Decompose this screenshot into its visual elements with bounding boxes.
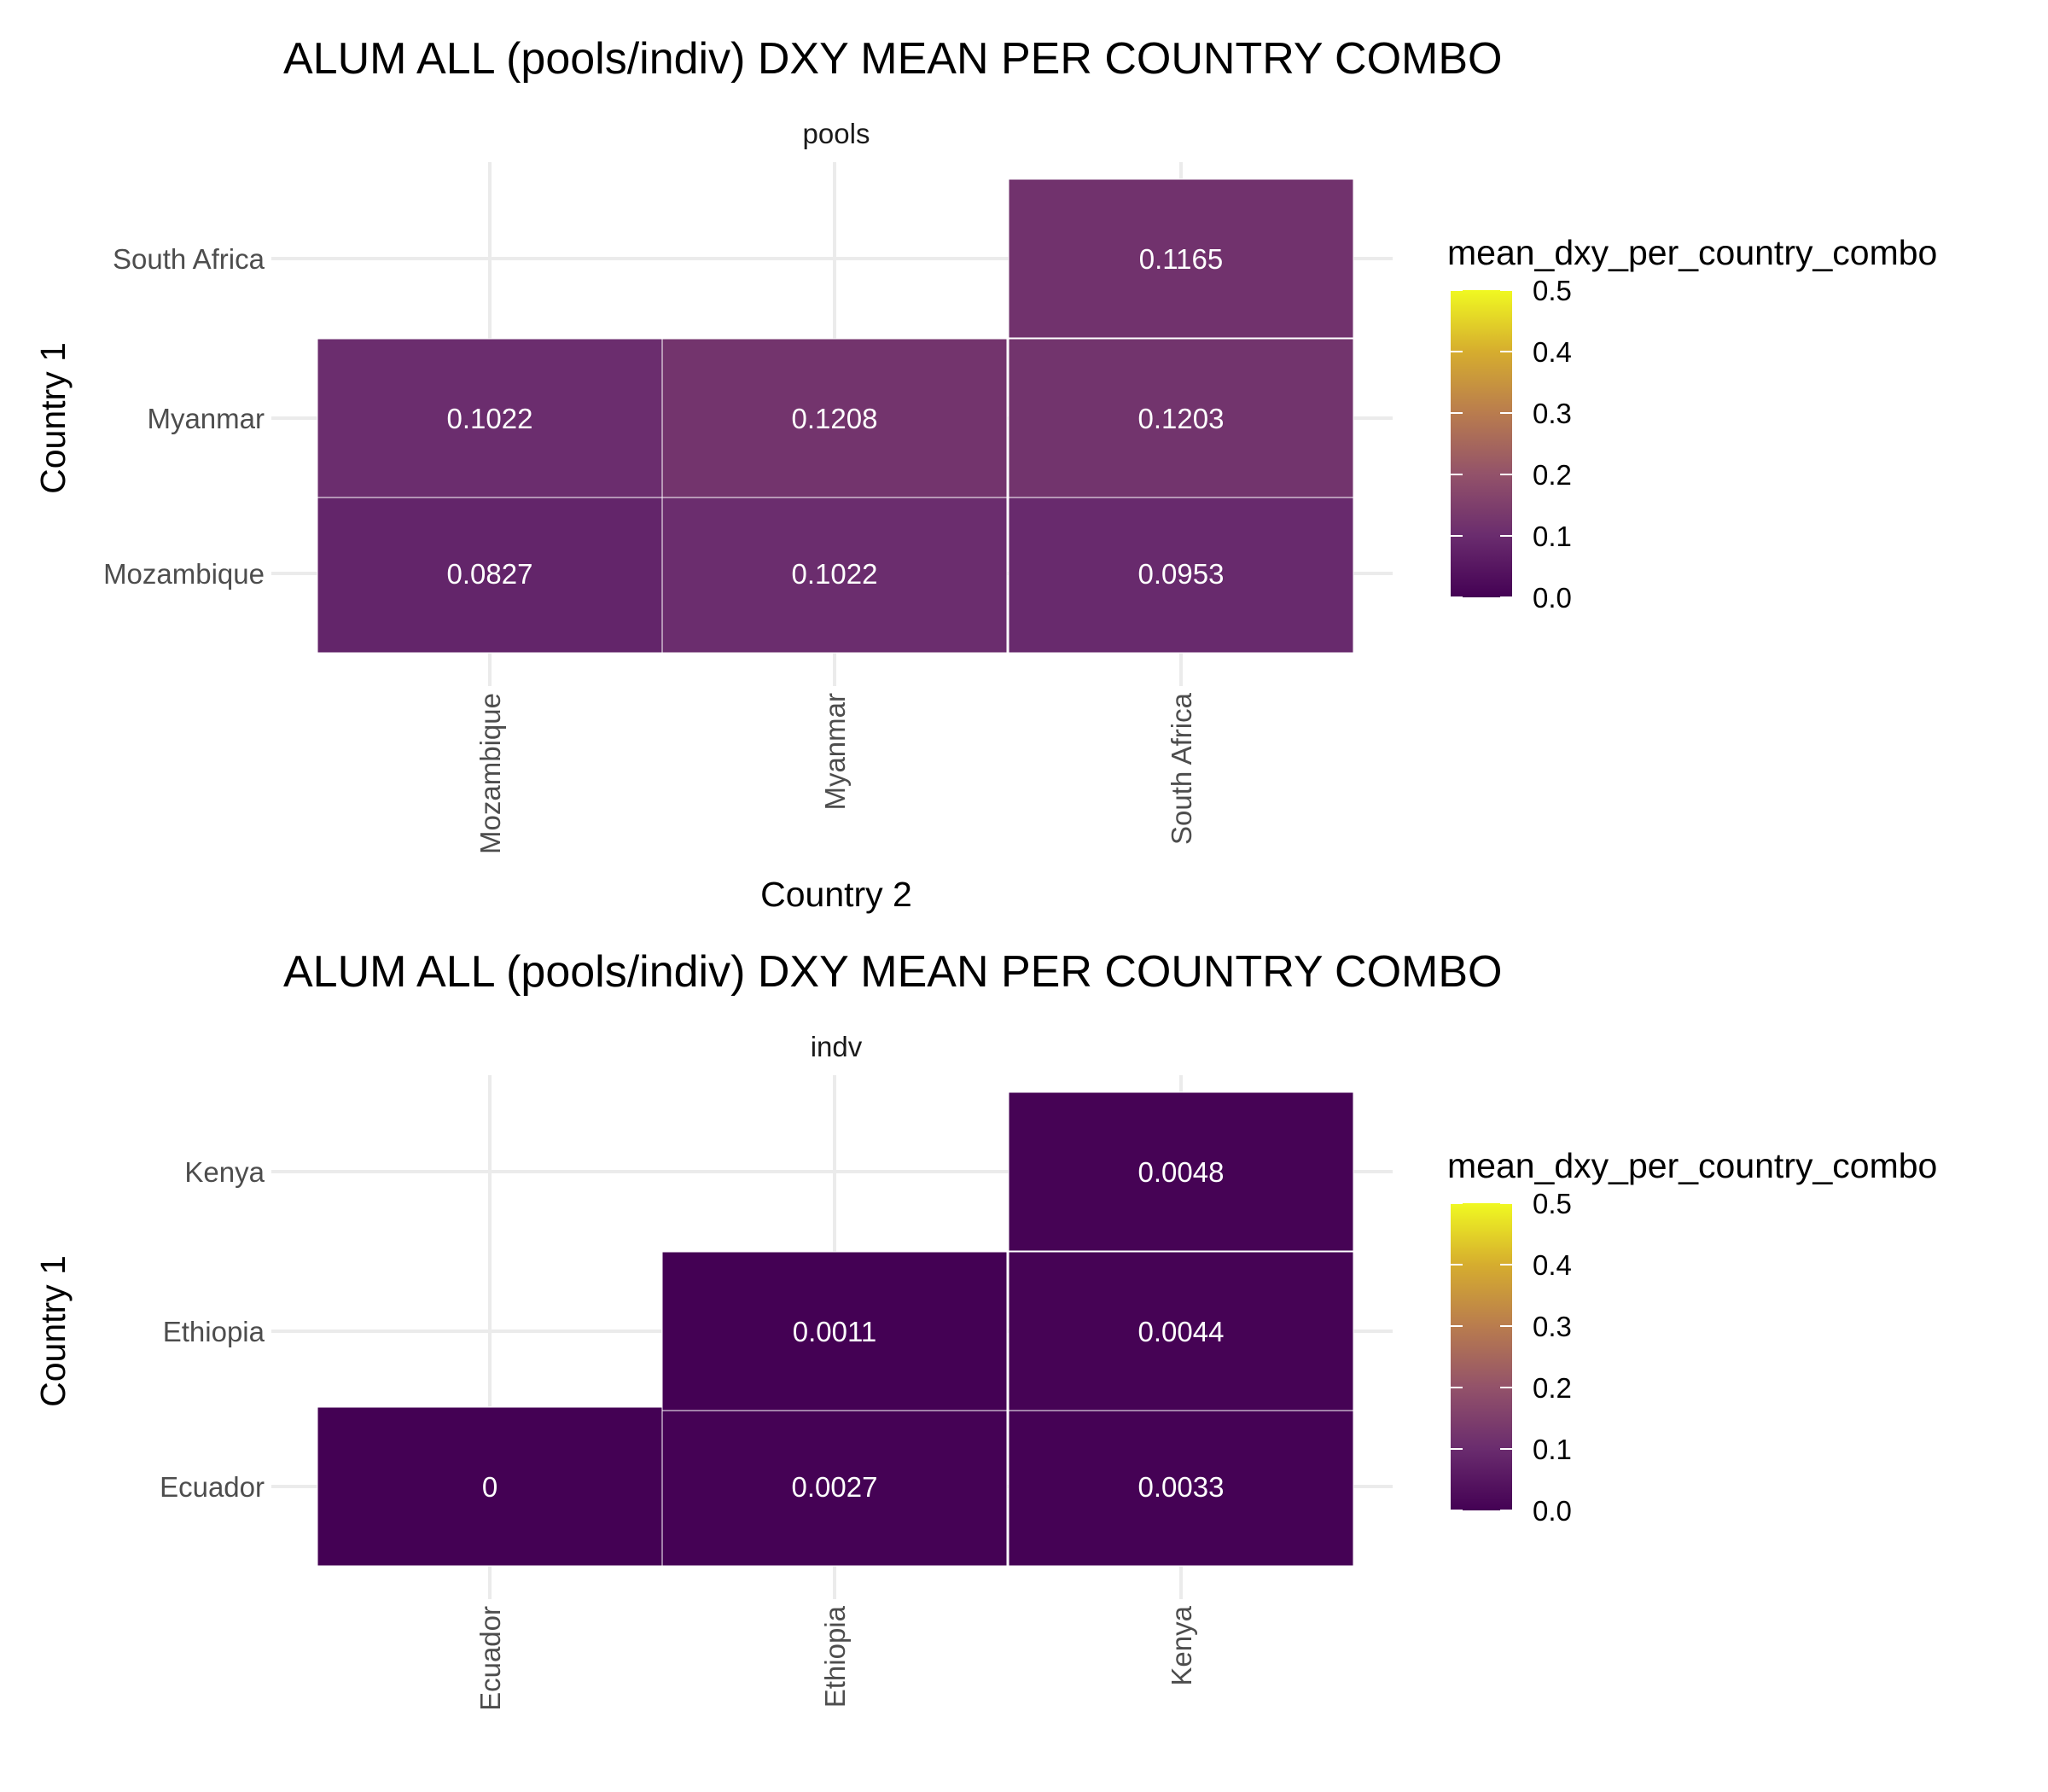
heatmap-cell (1008, 493, 1354, 654)
legend-title: mean_dxy_per_country_combo (1447, 1146, 1937, 1185)
legend-tick-label: 0.2 (1533, 459, 1572, 491)
heatmap-cell (1008, 1406, 1354, 1567)
heatmap-cell (317, 493, 663, 654)
heatmap-cell (661, 1406, 1008, 1567)
heatmap-cell (1008, 1251, 1354, 1411)
cell-value-label: 0 (482, 1471, 497, 1503)
chart-title: ALUM ALL (pools/indiv) DXY MEAN PER COUN… (283, 34, 1502, 84)
legend-tick-label: 0.0 (1533, 1495, 1572, 1527)
cell-value-label: 0.0048 (1138, 1156, 1225, 1188)
facet-strip-label: pools (803, 118, 870, 149)
x-tick-label: Mozambique (474, 693, 506, 854)
cell-value-label: 0.0953 (1138, 558, 1225, 590)
heatmap-cell (1008, 338, 1354, 498)
x-tick-label: South Africa (1166, 692, 1197, 845)
heatmap-cell (317, 1406, 663, 1567)
legend-tick-label: 0.5 (1533, 275, 1572, 306)
legend-tick-label: 0.0 (1533, 582, 1572, 614)
legend-tick-label: 0.3 (1533, 1311, 1572, 1342)
x-tick-label: Kenya (1166, 1605, 1197, 1685)
heatmap-cell (661, 493, 1008, 654)
legend-tick-label: 0.2 (1533, 1372, 1572, 1404)
legend-tick-label: 0.1 (1533, 521, 1572, 552)
cell-value-label: 0.0827 (447, 558, 533, 590)
legend-tick-label: 0.5 (1533, 1188, 1572, 1219)
y-axis-title: Country 1 (33, 342, 73, 494)
y-axis-title: Country 1 (33, 1255, 73, 1407)
heatmap-cell (1008, 1091, 1354, 1252)
heatmap-cell (1008, 178, 1354, 339)
heatmap-cell (661, 338, 1008, 498)
cell-value-label: 0.1208 (792, 403, 878, 434)
heatmap-cell (317, 338, 663, 498)
x-tick-label: Ecuador (474, 1606, 506, 1711)
legend-tick-label: 0.4 (1533, 336, 1572, 368)
legend-title: mean_dxy_per_country_combo (1447, 233, 1937, 272)
y-tick-label: South Africa (113, 243, 265, 275)
x-axis-title: Country 2 (760, 1788, 912, 1792)
cell-value-label: 0.0033 (1138, 1471, 1225, 1503)
legend-tick-label: 0.3 (1533, 398, 1572, 429)
x-axis-title: Country 2 (760, 875, 912, 914)
y-tick-label: Ecuador (160, 1471, 265, 1503)
x-tick-label: Ethiopia (819, 1605, 851, 1708)
legend-colorbar (1451, 290, 1512, 597)
chart-title: ALUM ALL (pools/indiv) DXY MEAN PER COUN… (283, 947, 1502, 997)
color-legend: mean_dxy_per_country_combo 0.0 0.1 0.2 0.3 0.… (1447, 1146, 1937, 1527)
cell-value-label: 0.0011 (793, 1316, 876, 1347)
color-legend: mean_dxy_per_country_combo 0.0 0.1 0.2 0.3 0.… (1447, 233, 1937, 614)
y-tick-label: Ethiopia (163, 1316, 265, 1347)
heatmap-panel-pools: ALUM ALL (pools/indiv) DXY MEAN PER COUN… (33, 34, 1937, 914)
y-tick-label: Kenya (184, 1156, 265, 1188)
x-tick-label: Myanmar (819, 693, 851, 811)
y-tick-label: Mozambique (103, 558, 265, 590)
legend-colorbar (1451, 1203, 1512, 1510)
legend-tick-label: 0.4 (1533, 1249, 1572, 1281)
cell-value-label: 0.0027 (792, 1471, 878, 1503)
cell-value-label: 0.1022 (447, 403, 533, 434)
cell-value-label: 0.1022 (792, 558, 878, 590)
chart-panels: ALUM ALL (pools/indiv) DXY MEAN PER COUN… (33, 34, 1937, 1792)
legend-tick-label: 0.1 (1533, 1434, 1572, 1465)
heatmap-panel-indv: ALUM ALL (pools/indiv) DXY MEAN PER COUN… (33, 947, 1937, 1792)
cell-value-label: 0.1165 (1139, 243, 1223, 275)
y-tick-label: Myanmar (147, 403, 265, 434)
cell-value-label: 0.0044 (1138, 1316, 1225, 1347)
cell-value-label: 0.1203 (1138, 403, 1225, 434)
facet-strip-label: indv (811, 1031, 863, 1062)
heatmap-cell (661, 1251, 1008, 1411)
